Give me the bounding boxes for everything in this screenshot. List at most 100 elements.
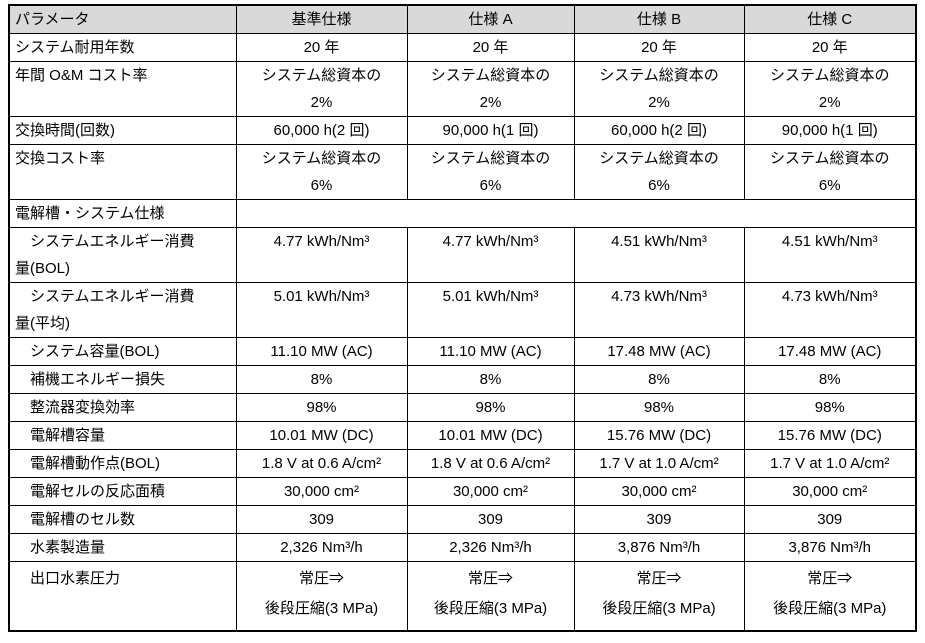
value-cell: 2,326 Nm³/h bbox=[406, 533, 575, 562]
table-row: 年間 O&M コスト率 システム総資本の 2% システム総資本の 2% システム総資本… bbox=[8, 61, 917, 117]
column-header-base-spec: 基準仕様 bbox=[235, 4, 408, 34]
value-cell: 5.01 kWh/Nm³ bbox=[406, 282, 575, 338]
value-cell: 4.77 kWh/Nm³ bbox=[235, 227, 408, 283]
table-row: 補機エネルギー損失 8% 8% 8% 8% bbox=[8, 365, 917, 394]
param-label-cell: 電解槽動作点(BOL) bbox=[8, 449, 237, 478]
value-cell: 4.51 kWh/Nm³ bbox=[743, 227, 917, 283]
value-cell: 8% bbox=[406, 365, 575, 394]
param-label-cell: システムエネルギー消費 量(BOL) bbox=[8, 227, 237, 283]
value-cell: 30,000 cm² bbox=[406, 477, 575, 506]
value-cell: 60,000 h(2 回) bbox=[573, 116, 745, 145]
value-cell: 30,000 cm² bbox=[743, 477, 917, 506]
value-cell: 98% bbox=[573, 393, 745, 422]
table-row: 水素製造量 2,326 Nm³/h 2,326 Nm³/h 3,876 Nm³/h 3,… bbox=[8, 533, 917, 562]
value-cell: システム総資本の 2% bbox=[743, 61, 917, 117]
value-cell: システム総資本の 6% bbox=[406, 144, 575, 200]
param-label-cell: 整流器変換効率 bbox=[8, 393, 237, 422]
table-row: 電解槽のセル数 309 309 309 309 bbox=[8, 505, 917, 534]
value-cell: 309 bbox=[406, 505, 575, 534]
value-cell: 309 bbox=[235, 505, 408, 534]
value-cell: システム総資本の 2% bbox=[406, 61, 575, 117]
param-label-cell: 出口水素圧力 bbox=[8, 561, 237, 632]
value-cell: 4.73 kWh/Nm³ bbox=[743, 282, 917, 338]
table-header-row: パラメータ 基準仕様 仕様 A 仕様 B 仕様 C bbox=[8, 4, 917, 34]
value-cell: 15.76 MW (DC) bbox=[743, 421, 917, 450]
param-label-cell: 補機エネルギー損失 bbox=[8, 365, 237, 394]
table-row: システムエネルギー消費 量(平均) 5.01 kWh/Nm³ 5.01 kWh/Nm… bbox=[8, 282, 917, 338]
param-label-cell: 交換時間(回数) bbox=[8, 116, 237, 145]
value-cell: 4.73 kWh/Nm³ bbox=[573, 282, 745, 338]
value-cell: 20 年 bbox=[235, 33, 408, 62]
table-body: システム耐用年数 20 年 20 年 20 年 20 年年間 O&M コスト率 システム総… bbox=[8, 33, 917, 632]
param-label-cell: 電解槽容量 bbox=[8, 421, 237, 450]
value-cell: 98% bbox=[406, 393, 575, 422]
table-row: 整流器変換効率 98% 98% 98% 98% bbox=[8, 393, 917, 422]
param-label-cell: 年間 O&M コスト率 bbox=[8, 61, 237, 117]
param-label-cell: 電解槽のセル数 bbox=[8, 505, 237, 534]
column-header-spec-c: 仕様 C bbox=[743, 4, 917, 34]
value-cell: 90,000 h(1 回) bbox=[406, 116, 575, 145]
value-cell: 3,876 Nm³/h bbox=[573, 533, 745, 562]
value-cell: 1.7 V at 1.0 A/cm² bbox=[743, 449, 917, 478]
value-cell: 17.48 MW (AC) bbox=[743, 337, 917, 366]
column-header-spec-a: 仕様 A bbox=[406, 4, 575, 34]
param-label-cell: 電解槽・システム仕様 bbox=[8, 199, 237, 228]
value-cell: 20 年 bbox=[406, 33, 575, 62]
section-spacer-cell bbox=[235, 199, 917, 228]
column-header-parameter: パラメータ bbox=[8, 4, 237, 34]
value-cell: 4.51 kWh/Nm³ bbox=[573, 227, 745, 283]
value-cell: 1.7 V at 1.0 A/cm² bbox=[573, 449, 745, 478]
column-header-spec-b: 仕様 B bbox=[573, 4, 745, 34]
table-row: 出口水素圧力 常圧⇒ 後段圧縮(3 MPa) 常圧⇒ 後段圧縮(3 MPa) 常圧⇒ … bbox=[8, 561, 917, 632]
value-cell: 30,000 cm² bbox=[573, 477, 745, 506]
value-cell: システム総資本の 6% bbox=[235, 144, 408, 200]
table-row: システムエネルギー消費 量(BOL) 4.77 kWh/Nm³ 4.77 kWh/N… bbox=[8, 227, 917, 283]
spec-table: パラメータ 基準仕様 仕様 A 仕様 B 仕様 C システム耐用年数 20 年 20… bbox=[8, 4, 917, 632]
table-row: 電解槽容量 10.01 MW (DC) 10.01 MW (DC) 15.76 MW … bbox=[8, 421, 917, 450]
table-row: 電解セルの反応面積 30,000 cm² 30,000 cm² 30,000 cm² 3… bbox=[8, 477, 917, 506]
value-cell: 90,000 h(1 回) bbox=[743, 116, 917, 145]
value-cell: 常圧⇒ 後段圧縮(3 MPa) bbox=[235, 561, 408, 632]
value-cell: システム総資本の 2% bbox=[573, 61, 745, 117]
value-cell: 8% bbox=[573, 365, 745, 394]
value-cell: システム総資本の 6% bbox=[743, 144, 917, 200]
value-cell: システム総資本の 6% bbox=[573, 144, 745, 200]
value-cell: 98% bbox=[235, 393, 408, 422]
value-cell: 309 bbox=[573, 505, 745, 534]
value-cell: 2,326 Nm³/h bbox=[235, 533, 408, 562]
param-label-cell: 水素製造量 bbox=[8, 533, 237, 562]
value-cell: システム総資本の 2% bbox=[235, 61, 408, 117]
value-cell: 5.01 kWh/Nm³ bbox=[235, 282, 408, 338]
value-cell: 17.48 MW (AC) bbox=[573, 337, 745, 366]
table-row: 交換時間(回数) 60,000 h(2 回) 90,000 h(1 回) 60,000… bbox=[8, 116, 917, 145]
value-cell: 10.01 MW (DC) bbox=[235, 421, 408, 450]
param-label-cell: 電解セルの反応面積 bbox=[8, 477, 237, 506]
value-cell: 10.01 MW (DC) bbox=[406, 421, 575, 450]
table-row: 交換コスト率 システム総資本の 6% システム総資本の 6% システム総資本の 6% シ… bbox=[8, 144, 917, 200]
value-cell: 8% bbox=[235, 365, 408, 394]
value-cell: 20 年 bbox=[573, 33, 745, 62]
value-cell: 8% bbox=[743, 365, 917, 394]
table-row: 電解槽動作点(BOL) 1.8 V at 0.6 A/cm² 1.8 V at 0.… bbox=[8, 449, 917, 478]
value-cell: 常圧⇒ 後段圧縮(3 MPa) bbox=[573, 561, 745, 632]
value-cell: 4.77 kWh/Nm³ bbox=[406, 227, 575, 283]
table-row: システム耐用年数 20 年 20 年 20 年 20 年 bbox=[8, 33, 917, 62]
table-row: システム容量(BOL) 11.10 MW (AC) 11.10 MW (AC) 17.… bbox=[8, 337, 917, 366]
value-cell: 20 年 bbox=[743, 33, 917, 62]
param-label-cell: 交換コスト率 bbox=[8, 144, 237, 200]
param-label-cell: システム容量(BOL) bbox=[8, 337, 237, 366]
value-cell: 11.10 MW (AC) bbox=[235, 337, 408, 366]
value-cell: 15.76 MW (DC) bbox=[573, 421, 745, 450]
value-cell: 常圧⇒ 後段圧縮(3 MPa) bbox=[406, 561, 575, 632]
value-cell: 常圧⇒ 後段圧縮(3 MPa) bbox=[743, 561, 917, 632]
value-cell: 309 bbox=[743, 505, 917, 534]
value-cell: 60,000 h(2 回) bbox=[235, 116, 408, 145]
param-label-cell: システムエネルギー消費 量(平均) bbox=[8, 282, 237, 338]
value-cell: 3,876 Nm³/h bbox=[743, 533, 917, 562]
value-cell: 1.8 V at 0.6 A/cm² bbox=[235, 449, 408, 478]
value-cell: 11.10 MW (AC) bbox=[406, 337, 575, 366]
value-cell: 1.8 V at 0.6 A/cm² bbox=[406, 449, 575, 478]
param-label-cell: システム耐用年数 bbox=[8, 33, 237, 62]
section-header-row: 電解槽・システム仕様 bbox=[8, 199, 917, 228]
